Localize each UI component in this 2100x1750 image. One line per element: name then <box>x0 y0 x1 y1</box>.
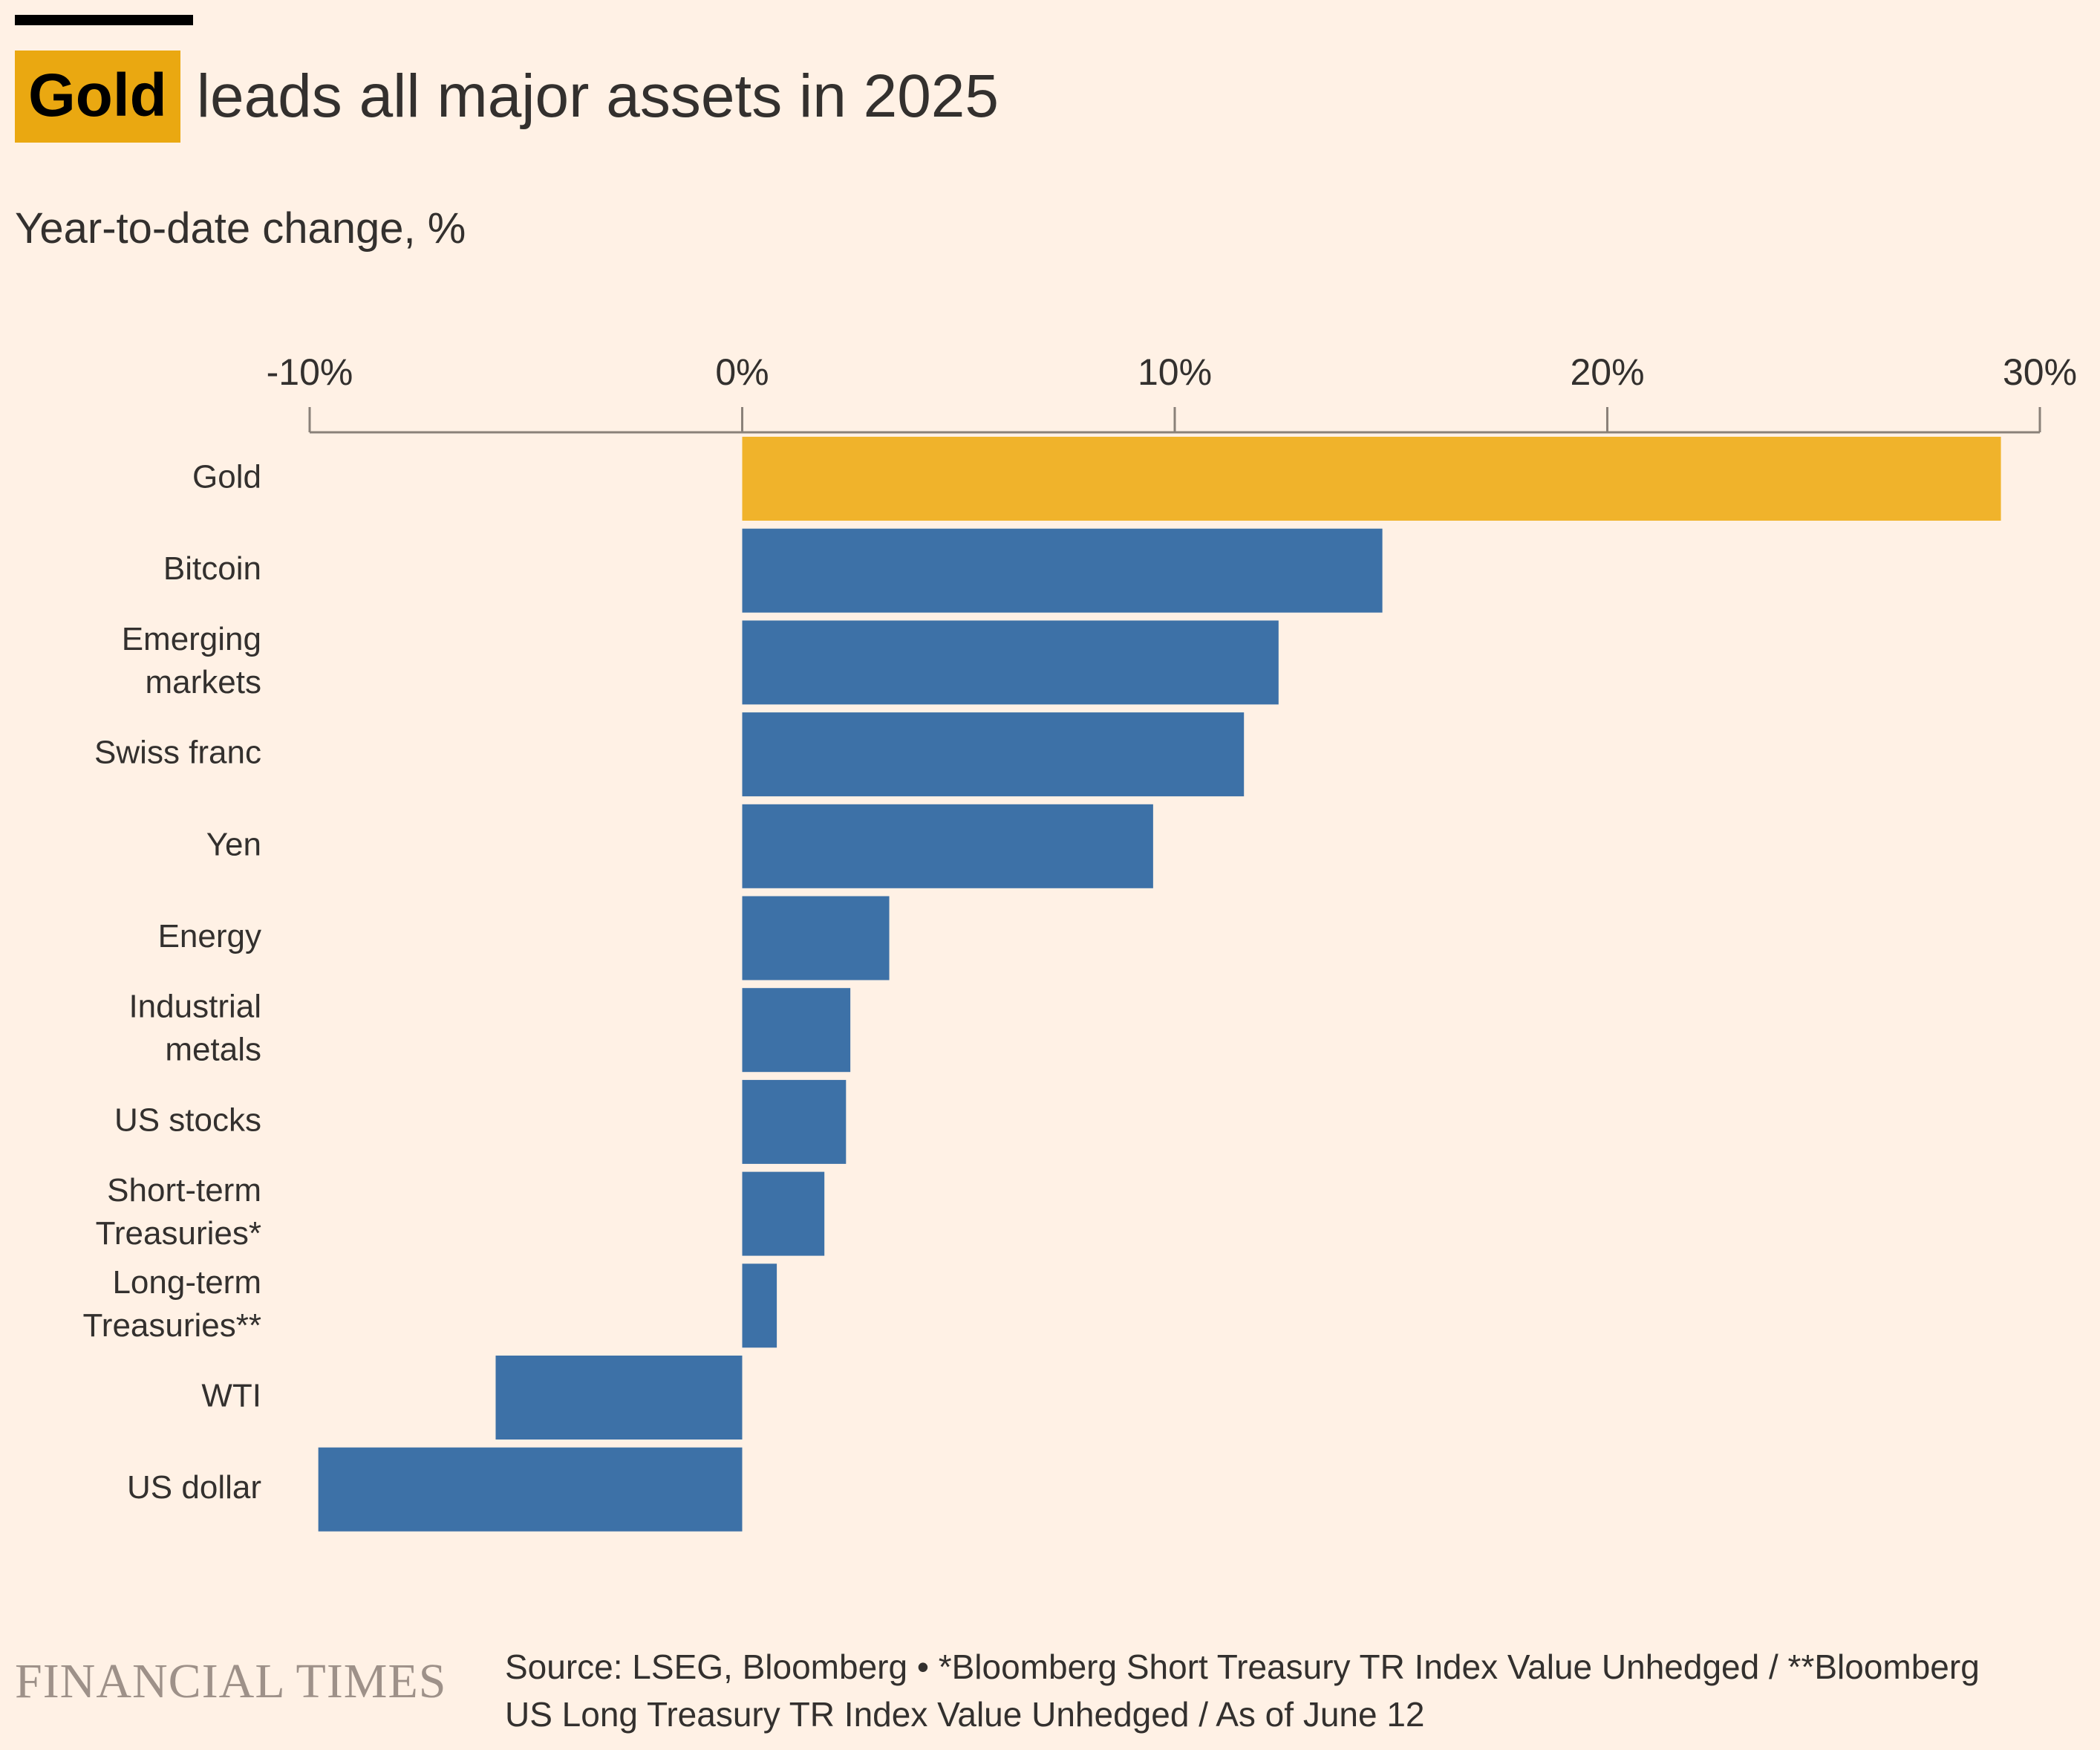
category-label-line: WTI <box>201 1377 261 1414</box>
source-note: Source: LSEG, Bloomberg • *Bloomberg Sho… <box>505 1643 2064 1738</box>
bar <box>742 804 1153 888</box>
category-label: Energy <box>158 918 261 954</box>
category-label-line: Treasuries** <box>83 1307 261 1343</box>
category-label-line: Bitcoin <box>163 550 261 587</box>
x-tick-label: 30% <box>2003 351 2077 393</box>
category-label-line: Emerging <box>122 621 261 657</box>
bars <box>318 437 2001 1532</box>
category-label-line: markets <box>146 664 261 700</box>
title-text: leads all major assets in 2025 <box>196 62 1000 130</box>
category-label: WTI <box>201 1377 261 1414</box>
category-labels: Gold Bitcoin Emerging markets Swiss franc Yen… <box>83 458 261 1506</box>
category-label-line: Industrial <box>128 988 261 1024</box>
category-label: Bitcoin <box>163 550 261 587</box>
bar <box>495 1356 743 1440</box>
bar <box>742 1263 777 1348</box>
category-label-line: Swiss franc <box>94 734 261 770</box>
x-axis: -10% 0% 10% 20% 30% <box>267 351 2077 434</box>
category-label-line: Yen <box>206 826 261 862</box>
bar <box>742 620 1279 705</box>
category-label: Gold <box>192 458 261 495</box>
brand-logo-text: FINANCIAL TIMES <box>15 1654 447 1708</box>
category-label: Short-term Treasuries* <box>96 1172 261 1252</box>
x-tick-label: 10% <box>1138 351 1212 393</box>
chart-title: Gold leads all major assets in 2025 <box>15 48 999 146</box>
bar <box>742 1079 847 1164</box>
category-label-line: Short-term <box>107 1172 261 1209</box>
category-label-line: Treasuries* <box>96 1215 261 1252</box>
category-label: Yen <box>206 826 261 862</box>
title-highlight: Gold <box>15 51 180 143</box>
x-tick-label: 20% <box>1570 351 1644 393</box>
bar <box>742 437 2001 521</box>
category-label: Long-term Treasuries** <box>83 1263 261 1343</box>
bar <box>742 896 890 980</box>
bar <box>318 1447 743 1532</box>
bar-chart: -10% 0% 10% 20% 30% Gold Bitcoin Emerging marke… <box>83 351 2077 1532</box>
chart-subtitle: Year-to-date change, % <box>15 204 466 253</box>
x-tick-label: 0% <box>715 351 769 393</box>
category-label: Industrial metals <box>128 988 261 1067</box>
bar <box>742 988 851 1073</box>
category-label: US stocks <box>114 1102 261 1138</box>
bar <box>742 1171 825 1256</box>
category-label-line: Energy <box>158 918 261 954</box>
category-label-line: Long-term <box>112 1263 261 1300</box>
bar <box>742 712 1245 797</box>
category-label: Swiss franc <box>94 734 261 770</box>
category-label-line: US stocks <box>114 1102 261 1138</box>
source-line-2: US Long Treasury TR Index Value Unhedged… <box>505 1695 1425 1734</box>
category-label-line: metals <box>165 1031 261 1067</box>
category-label-line: US dollar <box>127 1469 261 1506</box>
category-label: US dollar <box>127 1469 261 1506</box>
x-tick-label: -10% <box>267 351 353 393</box>
bar <box>742 528 1383 613</box>
category-label-line: Gold <box>192 458 261 495</box>
category-label: Emerging markets <box>122 621 261 700</box>
source-line-1: Source: LSEG, Bloomberg • *Bloomberg Sho… <box>505 1647 1980 1686</box>
top-rule <box>15 15 193 25</box>
